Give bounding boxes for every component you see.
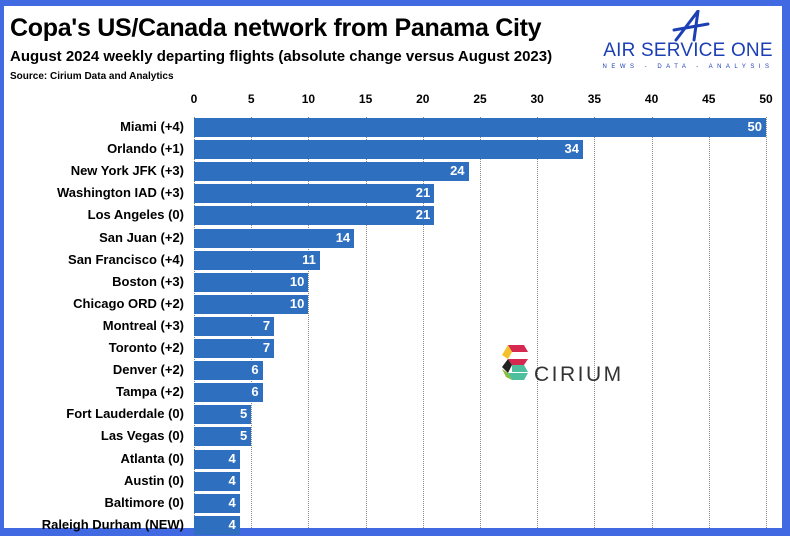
bar: 50 bbox=[194, 118, 766, 137]
cirium-wordmark: CIRIUM bbox=[534, 363, 624, 386]
bar-value-label: 6 bbox=[251, 384, 259, 400]
x-tick-label: 40 bbox=[644, 92, 659, 106]
bar-value-label: 21 bbox=[415, 185, 431, 201]
category-label: Los Angeles (0) bbox=[87, 207, 184, 223]
bar: 6 bbox=[194, 383, 263, 403]
category-label: Baltimore (0) bbox=[104, 494, 184, 510]
category-label: Las Vegas (0) bbox=[100, 428, 184, 444]
category-label: Toronto (+2) bbox=[108, 340, 184, 355]
bar-value-label: 4 bbox=[228, 450, 236, 466]
category-label: Washington IAD (+3) bbox=[57, 185, 184, 201]
bar-value-label: 6 bbox=[251, 362, 259, 378]
bar-value-label: 7 bbox=[262, 317, 271, 333]
bar: 34 bbox=[194, 140, 583, 160]
bar-value-label: 10 bbox=[289, 273, 305, 289]
source-note: Source: Cirium Data and Analytics bbox=[10, 71, 174, 82]
x-tick-label: 15 bbox=[358, 92, 373, 106]
gridline bbox=[422, 117, 424, 528]
category-label: New York JFK (+3) bbox=[70, 163, 184, 179]
publisher-name: AIR SERVICE ONE bbox=[603, 40, 773, 61]
bar: 5 bbox=[194, 405, 252, 425]
x-tick-label: 25 bbox=[473, 92, 487, 106]
bar: 21 bbox=[194, 206, 435, 226]
bar-value-label: 10 bbox=[289, 295, 305, 311]
bar-value-label: 24 bbox=[450, 163, 465, 179]
bar-value-label: 4 bbox=[228, 516, 236, 532]
category-label: Montreal (+3) bbox=[102, 317, 184, 333]
bar: 4 bbox=[194, 515, 240, 535]
bar-value-label: 4 bbox=[228, 494, 236, 510]
bar: 24 bbox=[194, 162, 469, 182]
gridline bbox=[594, 117, 596, 528]
category-label: Atlanta (0) bbox=[120, 450, 184, 466]
bar-value-label: 50 bbox=[747, 119, 762, 134]
gridline bbox=[766, 117, 767, 528]
x-tick-label: 45 bbox=[702, 92, 716, 106]
bar-value-label: 5 bbox=[239, 406, 248, 422]
x-tick-label: 10 bbox=[301, 92, 316, 106]
category-label: Fort Lauderdale (0) bbox=[66, 406, 184, 422]
gridline bbox=[308, 117, 310, 528]
bar-value-label: 11 bbox=[302, 251, 316, 267]
x-tick-label: 30 bbox=[530, 92, 544, 106]
category-label: Orlando (+1) bbox=[107, 141, 184, 157]
category-label: Chicago ORD (+2) bbox=[73, 295, 184, 311]
publisher-tagline: NEWS - DATA - ANALYSIS bbox=[602, 64, 774, 70]
bar: 4 bbox=[194, 471, 240, 491]
category-label: San Juan (+2) bbox=[99, 229, 184, 245]
category-label: Miami (+4) bbox=[120, 119, 184, 134]
x-tick-label: 0 bbox=[190, 92, 198, 106]
cirium-mark-icon bbox=[502, 345, 528, 380]
bar: 7 bbox=[194, 316, 275, 336]
bar: 7 bbox=[194, 339, 275, 358]
cirium-logo: CIRIUM bbox=[500, 343, 640, 387]
bar-value-label: 7 bbox=[262, 340, 271, 355]
chart-subtitle: August 2024 weekly departing flights (ab… bbox=[10, 48, 553, 65]
bar-value-label: 21 bbox=[415, 207, 431, 223]
bar: 4 bbox=[194, 493, 240, 513]
gridline bbox=[365, 117, 367, 528]
x-tick-label: 20 bbox=[416, 92, 430, 106]
bar: 21 bbox=[194, 184, 435, 204]
x-tick-label: 35 bbox=[587, 92, 602, 106]
bar-value-label: 34 bbox=[564, 141, 579, 157]
bar: 11 bbox=[194, 250, 320, 270]
gridline bbox=[480, 117, 481, 528]
category-label: Boston (+3) bbox=[112, 273, 184, 289]
category-label: San Francisco (+4) bbox=[68, 251, 184, 267]
chart-title: Copa's US/Canada network from Panama Cit… bbox=[10, 14, 542, 42]
category-label: Austin (0) bbox=[124, 472, 184, 488]
gridline bbox=[537, 117, 539, 528]
x-tick-label: 5 bbox=[247, 92, 255, 106]
x-tick-label: 50 bbox=[759, 92, 773, 106]
category-label: Denver (+2) bbox=[112, 362, 184, 378]
gridline bbox=[708, 117, 710, 528]
bar-value-label: 5 bbox=[239, 428, 248, 444]
bar: 10 bbox=[194, 272, 309, 292]
bar: 14 bbox=[194, 228, 355, 248]
bar-value-label: 14 bbox=[335, 229, 351, 245]
bar: 4 bbox=[194, 449, 240, 469]
category-label: Raleigh Durham (NEW) bbox=[41, 516, 184, 532]
bar: 5 bbox=[194, 427, 252, 447]
bar: 6 bbox=[194, 361, 263, 381]
category-label: Tampa (+2) bbox=[115, 384, 184, 400]
bar: 10 bbox=[194, 294, 309, 314]
air-service-one-logo: AIR SERVICE ONE NEWS - DATA - ANALYSIS bbox=[598, 10, 778, 82]
bar-value-label: 4 bbox=[228, 472, 236, 488]
gridline bbox=[651, 117, 653, 528]
airplane-a-icon bbox=[672, 10, 710, 42]
